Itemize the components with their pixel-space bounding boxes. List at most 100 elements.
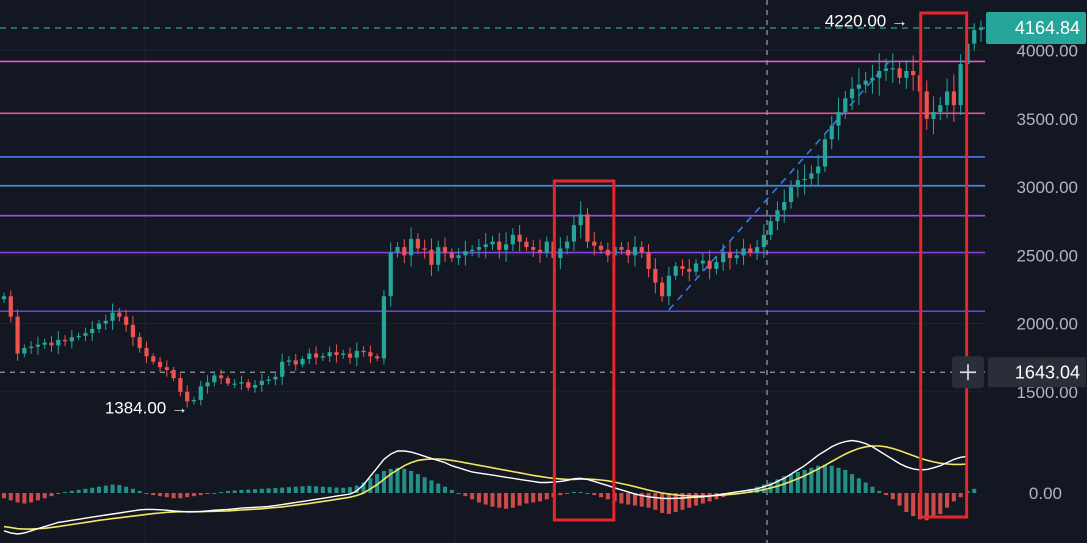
candle-body-46 [313, 353, 319, 358]
trendline-0[interactable] [668, 56, 894, 311]
candle-body-137 [931, 111, 936, 119]
candle-body-42 [286, 360, 292, 362]
candle-body-21 [144, 348, 149, 357]
candle-body-103 [700, 260, 705, 264]
macd-bar-52 [354, 485, 359, 493]
macd-bar-98 [666, 493, 671, 514]
macd-bar-120 [816, 465, 821, 493]
candle-body-52 [354, 350, 359, 358]
macd-bar-125 [850, 474, 855, 493]
macd-bar-139 [945, 493, 950, 508]
macd-bar-87 [592, 493, 597, 496]
crosshair-plus-button[interactable] [952, 356, 984, 389]
macd-bar-50 [341, 487, 346, 493]
macd-bar-47 [320, 486, 325, 493]
macd-bar-74 [504, 493, 509, 509]
candle-body-62 [422, 248, 427, 250]
macd-bar-19 [130, 488, 135, 493]
candle-body-100 [680, 266, 685, 269]
macd-bar-111 [755, 486, 760, 493]
crosshair-vertical [0, 0, 985, 543]
candle-body-73 [497, 241, 502, 250]
candle-body-79 [537, 249, 543, 253]
macd-bar-58 [395, 467, 400, 493]
candle-body-84 [571, 225, 577, 242]
candle-body-105 [714, 262, 719, 269]
macd-bar-17 [117, 485, 122, 493]
candle-body-136 [924, 91, 929, 119]
axis-tick-label-5: 1500.00 [1017, 383, 1078, 402]
macd-bar-67 [456, 493, 461, 494]
candle-body-124 [843, 98, 848, 112]
macd-bar-138 [938, 493, 943, 514]
highlight-boxes[interactable] [552, 11, 969, 522]
last-price-tag-background [986, 12, 1086, 45]
macd-bar-32 [219, 491, 224, 493]
macd-bar-25 [171, 493, 176, 499]
macd-bar-123 [836, 467, 841, 493]
candle-body-117 [795, 180, 800, 188]
macd-bar-104 [707, 493, 712, 502]
macd-bar-124 [843, 469, 848, 493]
candle-body-82 [558, 248, 563, 258]
macd-bar-9 [63, 491, 68, 493]
plus-icon[interactable] [960, 364, 976, 381]
candle-body-121 [822, 139, 828, 167]
candle-body-56 [381, 296, 387, 359]
macd-bar-6 [42, 493, 47, 499]
candle-body-115 [782, 202, 787, 211]
candle-body-138 [938, 105, 943, 112]
macd-bar-5 [35, 493, 40, 501]
axis-tick-label-3: 2500.00 [1017, 246, 1078, 265]
macd-bar-27 [185, 493, 190, 498]
candle-body-130 [883, 68, 889, 71]
candle-body-139 [944, 91, 950, 106]
candle-body-3 [22, 348, 27, 354]
macd-bar-137 [931, 493, 936, 519]
macd-bar-85 [578, 491, 583, 493]
macd-bar-37 [252, 489, 258, 493]
candle-body-85 [578, 214, 583, 226]
horizontal-levels[interactable] [0, 60, 985, 313]
highlight-box-0[interactable] [552, 179, 616, 522]
macd-bar-24 [164, 493, 169, 498]
price-axis[interactable]: 4000.00 3500.00 3000.00 2500.00 2000.00 1500.… [1017, 42, 1078, 503]
candle-body-19 [130, 324, 136, 338]
macd-bar-55 [375, 474, 380, 493]
macd-bar-78 [531, 493, 536, 503]
candle-body-27 [185, 391, 190, 402]
candle-body-11 [76, 335, 81, 338]
macd-bar-84 [571, 491, 576, 493]
macd-bar-80 [544, 493, 549, 500]
candle-body-66 [449, 252, 454, 258]
candle-body-98 [666, 275, 672, 297]
candle-body-128 [870, 77, 875, 81]
macd-bar-76 [517, 493, 522, 506]
candle-body-57 [388, 252, 393, 297]
candle-body-122 [829, 125, 834, 140]
macd-bar-57 [388, 468, 393, 493]
macd-bar-132 [897, 493, 902, 506]
macd-bar-129 [877, 490, 882, 493]
macd-bar-23 [158, 493, 163, 497]
macd-bar-2 [15, 493, 20, 503]
candle-body-34 [232, 383, 237, 385]
candle-body-72 [490, 241, 495, 245]
candle-body-8 [56, 339, 61, 346]
highlight-box-1[interactable] [919, 11, 969, 519]
candle-body-125 [849, 88, 855, 99]
macd-bar-28 [191, 493, 197, 497]
macd-bar-102 [694, 493, 699, 506]
macd-bar-33 [225, 490, 230, 493]
last-price-tag: 4164.84 [986, 12, 1086, 45]
macd-bar-94 [639, 493, 644, 507]
candle-body-29 [198, 386, 203, 400]
axis-tick-label-1: 3500.00 [1017, 110, 1078, 129]
candle-body-30 [205, 382, 210, 387]
candle-body-55 [375, 356, 380, 359]
macd-bar-86 [585, 493, 590, 494]
trendline-group[interactable] [668, 56, 894, 311]
candle-body-75 [510, 234, 515, 245]
candle-body-64 [436, 247, 441, 265]
